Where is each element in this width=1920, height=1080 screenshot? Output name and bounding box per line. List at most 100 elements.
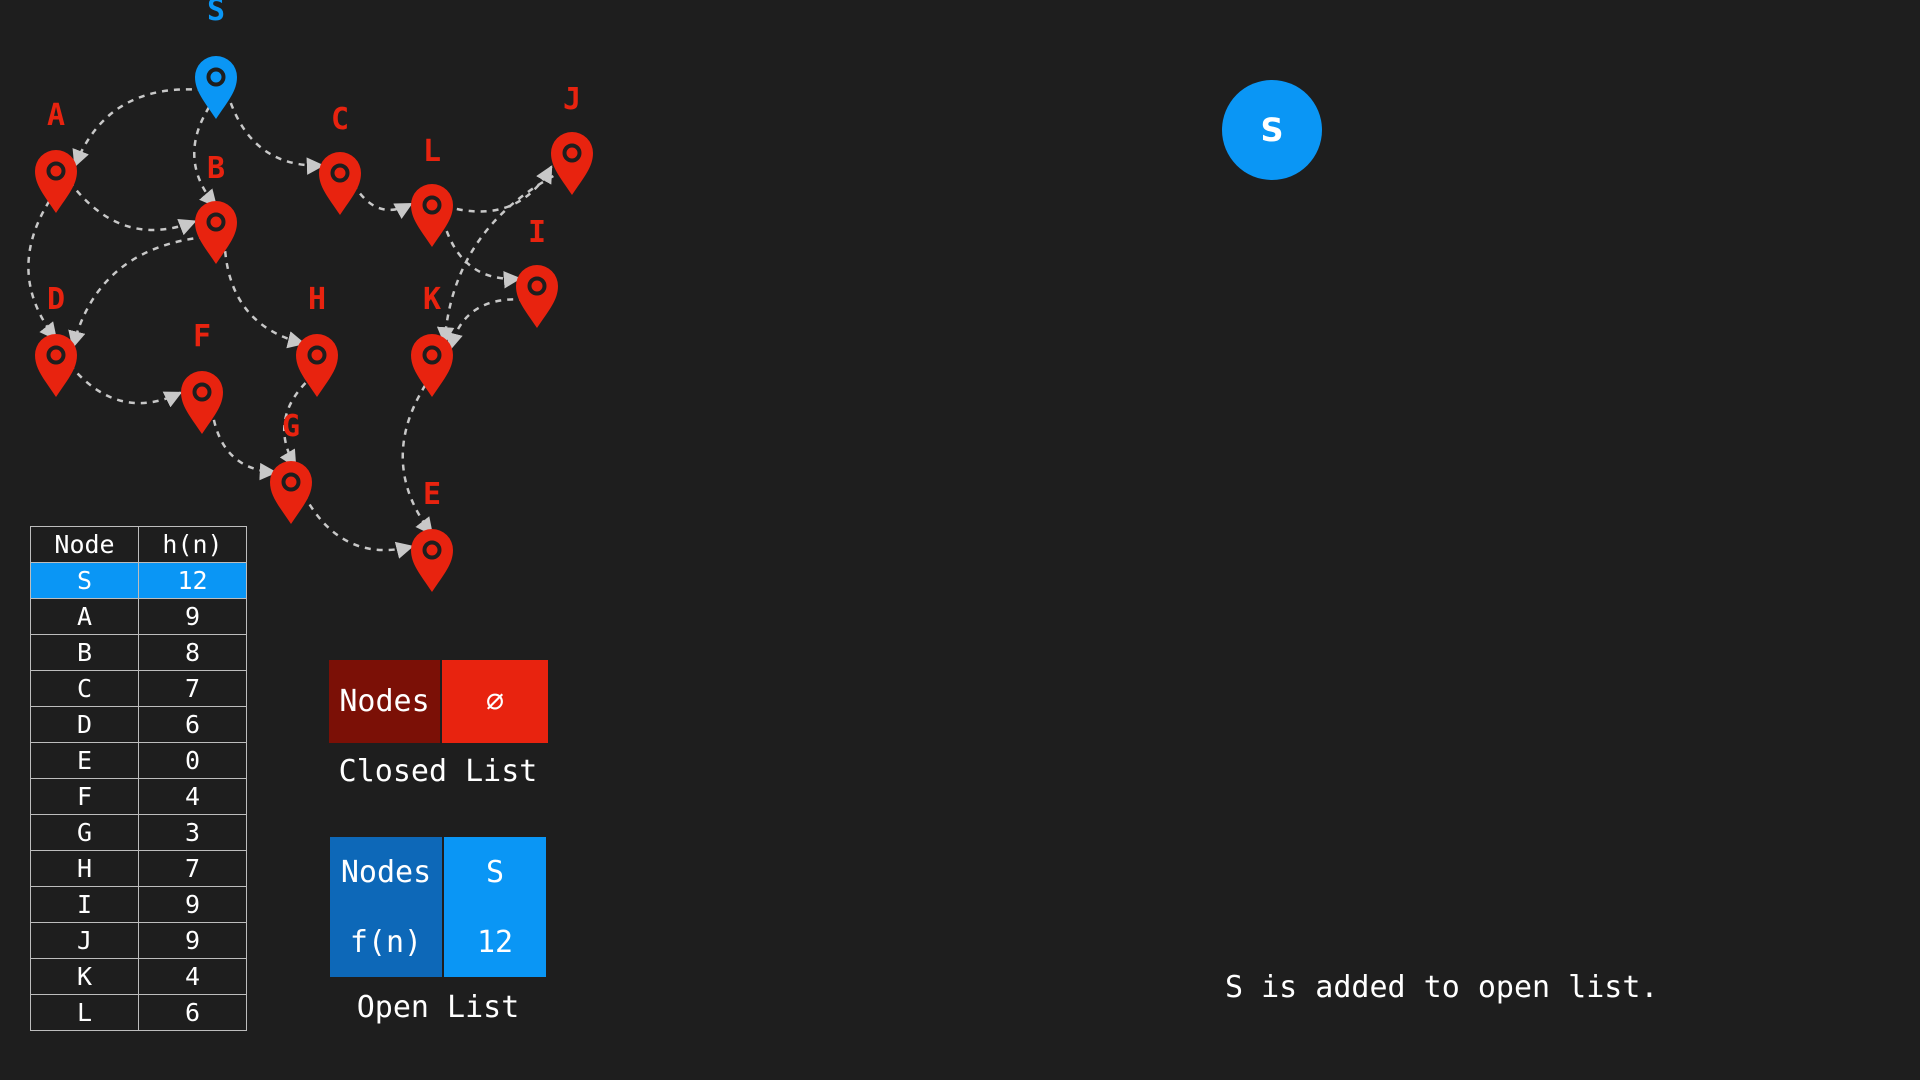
map-pin-icon [296,334,338,397]
pin-ring [527,276,547,296]
edge-b-h [223,239,306,349]
pin-ring [422,540,442,560]
column-header-h: h(n) [138,526,247,563]
node-cell: C [30,670,139,707]
pin-ring [46,161,66,181]
pin-ring [281,472,301,492]
node-label: H [308,282,326,317]
node-l: L [411,134,453,247]
node-cell: I [30,886,139,923]
map-pin-icon [195,201,237,264]
node-cell: B [30,634,139,671]
node-d: D [35,282,77,397]
table-row: S 12 [30,562,247,599]
map-pin-icon [35,334,77,397]
node-label: K [423,282,441,317]
node-cell: K [30,958,139,995]
node-cell: E [30,742,139,779]
edge-g-e [302,493,414,559]
h-value-cell: 0 [138,742,247,779]
pin-ring [307,345,327,365]
map-pin-icon [411,184,453,247]
node-cell: J [30,922,139,959]
node-label: G [282,409,300,444]
h-value-cell: 9 [138,922,247,959]
edge-c-l [352,182,413,219]
node-i: I [516,215,558,328]
closed-list-box: Nodes ⌀ [329,660,548,743]
node-s: S [195,0,237,119]
map-pin-icon [35,150,77,213]
status-text: S is added to open list. [1225,970,1659,1005]
node-cell: A [30,598,139,635]
edge-l-i [441,219,522,289]
open-list-box: Nodes f(n) S 12 [330,837,546,977]
edge-f-g [210,407,278,481]
h-value-cell: 6 [138,994,247,1031]
node-label: J [563,82,581,117]
h-value-cell: 4 [138,778,247,815]
edge-b-d [68,235,206,349]
node-label: E [423,477,441,512]
node-b: B [195,151,237,264]
pin-ring [562,143,582,163]
h-value-cell: 3 [138,814,247,851]
node-cell: H [30,850,139,887]
graph-diagram: S A B C L J I D F H K G E [27,0,593,592]
h-value-cell: 9 [138,886,247,923]
node-label: A [47,98,65,133]
node-j: J [551,82,593,195]
edge-s-a [72,88,205,168]
node-label: F [193,319,211,354]
edge-s-b [193,96,218,208]
closed-list-caption: Closed List [338,754,538,789]
column-header-node: Node [30,526,139,563]
map-pin-icon [516,265,558,328]
node-cell: L [30,994,139,1031]
h-value-cell: 7 [138,670,247,707]
node-label: L [423,134,441,169]
open-list-key-nodes: Nodes [330,837,442,907]
edge-a-b [68,180,197,236]
node-label: S [207,0,225,28]
node-cell: S [30,562,139,599]
map-pin-icon [319,152,361,215]
h-value-cell: 4 [138,958,247,995]
edge-i-k [445,298,526,351]
closed-list-key: Nodes [329,660,440,743]
closed-list-value: ⌀ [442,660,548,743]
edge-k-e [401,374,434,536]
h-value-cell: 6 [138,706,247,743]
node-a: A [35,98,77,213]
pin-ring [330,163,350,183]
open-list-key-f: f(n) [330,907,442,977]
open-list-caption: Open List [356,990,520,1025]
pin-ring [206,67,226,87]
node-g: G [270,409,312,524]
node-h: H [296,282,338,397]
map-pin-icon [270,461,312,524]
map-pin-icon [551,132,593,195]
pin-ring [46,345,66,365]
heuristic-table: Node h(n) S 12 A 9 B 8 C 7 D 6 E 0 F 4 G 3 H 7 I 9 J 9 K 4 L 6 [30,526,247,1031]
node-c: C [319,102,361,215]
edge-h-g [279,373,316,468]
pin-ring [422,345,442,365]
edge-s-c [225,91,325,175]
node-label: C [331,102,349,137]
h-value-cell: 7 [138,850,247,887]
pin-ring [192,382,212,402]
node-label: I [528,215,546,250]
node-label: D [47,282,65,317]
node-k: K [411,282,453,397]
